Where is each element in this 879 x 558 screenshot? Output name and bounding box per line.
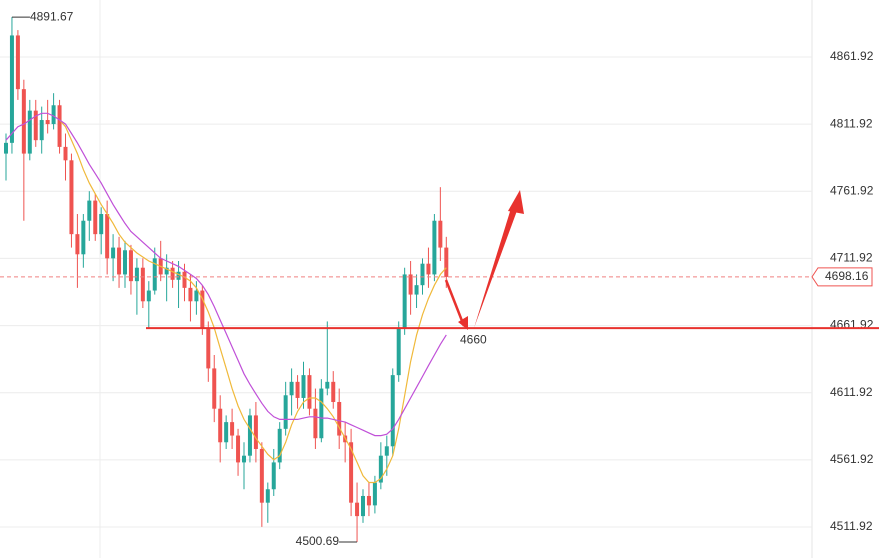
- candle-body: [307, 375, 312, 409]
- candle-body: [378, 455, 383, 483]
- candle-body: [444, 247, 449, 277]
- candle-body: [325, 381, 330, 389]
- arrow-up: [474, 205, 518, 328]
- candle-body: [236, 435, 241, 463]
- price-tag: [811, 267, 873, 287]
- marks: [4, 17, 449, 543]
- price-tag-label: 4698.16: [825, 269, 869, 283]
- candle-body: [218, 408, 223, 443]
- candle-body: [337, 401, 342, 436]
- candle-body: [27, 110, 32, 154]
- y-tick-label: 4611.92: [830, 385, 873, 399]
- candle-body: [349, 442, 354, 503]
- support-label: 4660: [460, 332, 487, 346]
- candle-body: [247, 415, 252, 456]
- candle-body: [164, 267, 169, 275]
- candle-body: [224, 422, 229, 443]
- overlay: 4660 4698.16 4891.67 4500.69: [0, 9, 879, 548]
- candle-body: [134, 267, 139, 282]
- candle-body: [319, 388, 324, 439]
- candle-body: [4, 142, 8, 154]
- candle-body: [105, 214, 110, 259]
- candle-body: [63, 146, 68, 161]
- candle-body: [426, 263, 431, 275]
- candle-body: [259, 448, 264, 503]
- candle-body: [75, 234, 80, 255]
- candle-body: [128, 250, 133, 282]
- candle-body: [366, 495, 371, 506]
- candle-body: [295, 381, 300, 398]
- candle-body: [69, 160, 74, 235]
- candle-body: [212, 368, 217, 409]
- candle-body: [414, 285, 419, 295]
- candle-body: [45, 120, 50, 125]
- candle-body: [200, 290, 205, 329]
- moving-average-line: [59, 119, 447, 484]
- y-tick-label: 4661.92: [830, 318, 874, 332]
- candle-body: [99, 214, 104, 235]
- candle-body: [176, 271, 181, 280]
- y-tick-label: 4561.92: [830, 452, 874, 466]
- candle-body: [438, 220, 443, 248]
- arrow-head: [458, 316, 468, 330]
- candle-body: [361, 495, 365, 517]
- candle-body: [420, 263, 425, 286]
- candle-body: [170, 267, 175, 280]
- candle-body: [182, 271, 187, 288]
- candle-body: [15, 35, 20, 90]
- candle-body: [242, 455, 246, 463]
- candle-body: [313, 408, 318, 439]
- candle-body: [51, 105, 56, 125]
- candle-body: [271, 462, 276, 490]
- arrow-head: [508, 190, 524, 214]
- moving-average-line: [5, 112, 447, 437]
- candle-body: [408, 274, 413, 295]
- candle-body: [39, 120, 44, 141]
- y-tick-label: 4761.92: [830, 183, 874, 197]
- candle-body: [384, 446, 389, 456]
- candle-body: [188, 287, 193, 302]
- y-tick-label: 4511.92: [830, 519, 873, 533]
- candle-body: [390, 375, 395, 447]
- arrow-down: [444, 279, 466, 327]
- candle-body: [146, 290, 151, 302]
- candle-body: [57, 105, 62, 147]
- candle-body: [87, 200, 92, 221]
- candle-body: [21, 89, 26, 154]
- y-tick-label: 4811.92: [830, 116, 873, 130]
- candle-body: [396, 328, 401, 376]
- candle-body: [111, 247, 116, 259]
- y-tick-label: 4711.92: [830, 251, 873, 265]
- candle-body: [265, 489, 270, 503]
- candle-body: [206, 328, 211, 369]
- candle-body: [402, 274, 407, 329]
- candle-body: [9, 35, 14, 143]
- candle-body: [283, 395, 288, 429]
- candle-body: [33, 110, 38, 141]
- candle-body: [432, 220, 437, 275]
- y-tick-label: 4861.92: [830, 49, 874, 63]
- max-marker-label: 4891.67: [30, 9, 74, 23]
- candle-body: [123, 250, 127, 275]
- candle-body: [152, 258, 157, 291]
- candle-body: [253, 415, 258, 449]
- min-marker-label: 4500.69: [296, 534, 340, 548]
- candle-body: [117, 247, 122, 275]
- candle-body: [81, 220, 86, 255]
- candle-body: [194, 290, 199, 302]
- candle-body: [289, 381, 294, 396]
- candle-body: [372, 482, 377, 506]
- candle-body: [230, 422, 235, 436]
- candle-body: [140, 267, 145, 302]
- candle-body: [93, 200, 98, 235]
- candle-body: [331, 381, 336, 402]
- candle-body: [301, 375, 306, 398]
- candle-body: [355, 502, 360, 517]
- candle-body: [277, 428, 282, 463]
